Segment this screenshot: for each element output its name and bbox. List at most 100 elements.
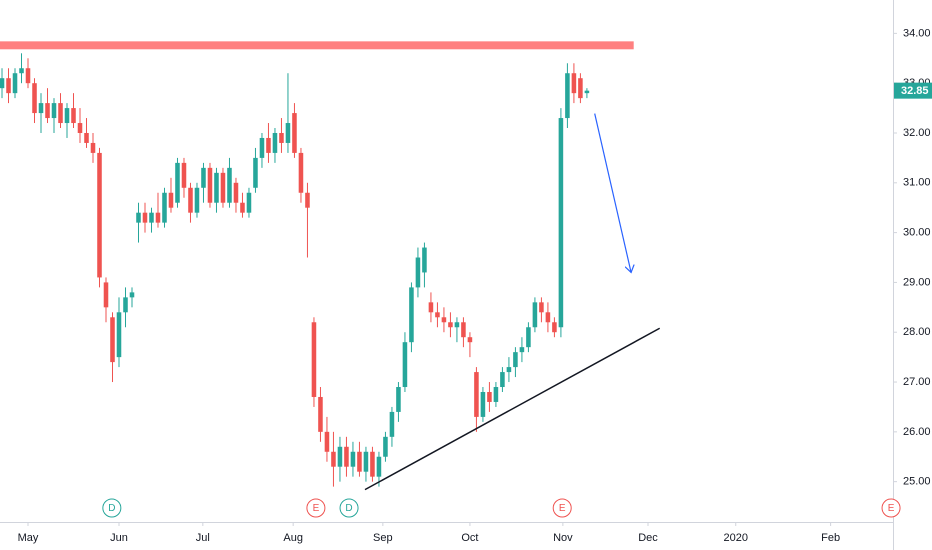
y-tick-label: 32.00 [903, 127, 931, 139]
candle-body [285, 123, 291, 143]
candle-body [220, 172, 226, 203]
event-marker [881, 498, 901, 518]
arrow [594, 113, 631, 273]
event-label: E [888, 503, 895, 514]
candle-body [84, 132, 89, 143]
y-tick-label: 34.00 [903, 27, 931, 39]
candle-body [298, 152, 304, 193]
candle-body [389, 411, 395, 437]
y-tick-label: 31.00 [903, 177, 931, 189]
last-price-tag [894, 82, 932, 99]
candle-body [344, 446, 349, 467]
candle-body [279, 132, 284, 143]
candle-body [97, 152, 102, 278]
candle-body [357, 451, 362, 472]
candle-body [383, 436, 388, 457]
candle-body [207, 167, 213, 203]
candle-body [467, 337, 473, 343]
candle-body [532, 302, 538, 328]
candle-body [259, 137, 265, 158]
x-tick-label: 2020 [723, 532, 747, 544]
candle-body [188, 187, 193, 213]
candle-body [149, 212, 154, 223]
candle-body [292, 113, 297, 153]
candle-body [103, 282, 109, 308]
y-tick-label: 26.00 [903, 426, 931, 438]
candle-body [428, 302, 434, 313]
candle-body [558, 118, 564, 328]
candle-body [526, 327, 531, 348]
candle-body [175, 162, 180, 203]
candle-body [480, 391, 486, 417]
candle-body [253, 157, 258, 188]
candle-body [155, 212, 161, 223]
event-marker [102, 498, 122, 518]
trendline [364, 327, 661, 491]
candle-body [0, 78, 5, 89]
candle-body [539, 302, 544, 313]
candle-body [71, 108, 76, 124]
candle-body [77, 123, 83, 133]
candle-body [38, 103, 44, 114]
candle-body [519, 347, 525, 353]
x-tick-label: May [18, 532, 39, 544]
candle-body [584, 90, 590, 94]
candle-body [448, 322, 453, 328]
candle-body [493, 387, 499, 402]
x-tick-label: Aug [283, 532, 303, 544]
candle-body [311, 322, 317, 397]
candle-body [506, 367, 512, 373]
candle-body [454, 322, 460, 328]
y-tick-label: 29.00 [903, 276, 931, 288]
candle-body [227, 167, 232, 203]
candle-body [116, 312, 122, 358]
candle-body [25, 68, 31, 84]
candle-body [500, 372, 505, 388]
resistance-band [0, 41, 634, 50]
event-marker [339, 498, 359, 518]
candle-body [32, 83, 37, 114]
x-tick-label: Dec [638, 532, 658, 544]
candle-body [376, 456, 382, 477]
candle-body [461, 322, 466, 338]
candle-body [571, 73, 577, 94]
candle-body [123, 297, 128, 313]
candle-body [181, 162, 187, 188]
y-tick-label: 30.00 [903, 227, 931, 239]
last-price-label: 32.85 [901, 85, 929, 97]
event-label: D [345, 503, 352, 514]
candle-body [201, 167, 206, 188]
candle-body [51, 103, 57, 119]
candle-body [565, 73, 570, 119]
x-tick-label: Sep [373, 532, 393, 544]
candle-body [578, 78, 583, 99]
candle-body [266, 137, 271, 153]
candle-body [441, 317, 447, 323]
y-tick-label: 28.00 [903, 326, 931, 338]
candle-body [58, 103, 63, 124]
candle-body [136, 212, 141, 223]
candle-body [474, 372, 479, 417]
candle-body [240, 202, 245, 213]
candle-body [45, 103, 50, 119]
event-label: D [108, 503, 115, 514]
candle-body [370, 451, 375, 477]
x-tick-label: Oct [461, 532, 478, 544]
candle-body [142, 212, 148, 223]
candle-body [168, 192, 174, 208]
candle-body [162, 192, 167, 223]
candle-body [324, 431, 330, 452]
x-tick-label: Feb [821, 532, 840, 544]
candle-body [194, 187, 200, 213]
x-tick-label: Jun [110, 532, 128, 544]
candle-body [129, 292, 135, 298]
candle-body [305, 192, 310, 208]
candle-body [12, 73, 18, 94]
candle-body [233, 182, 239, 203]
candle-body [350, 451, 356, 467]
candle-body [272, 132, 278, 153]
candle-body [487, 391, 492, 402]
candle-body [409, 287, 414, 343]
event-label: E [559, 503, 566, 514]
